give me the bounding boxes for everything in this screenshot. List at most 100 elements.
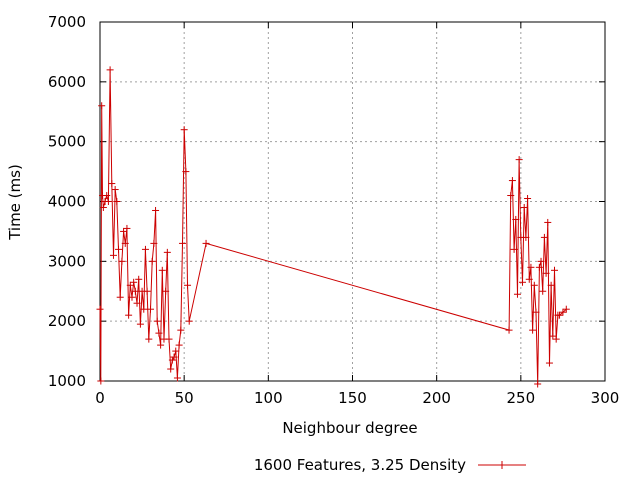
data-point [552, 335, 560, 343]
data-point [515, 156, 523, 164]
data-point [111, 186, 119, 194]
data-point [542, 269, 550, 277]
x-axis-tick-labels: 0 50 100 150 200 250 300 [95, 389, 619, 407]
data-point [519, 278, 527, 286]
data-point [167, 365, 175, 373]
data-point [147, 305, 154, 313]
data-point [559, 308, 567, 316]
data-point [116, 293, 124, 301]
data-point [123, 224, 131, 232]
data-point [136, 320, 144, 328]
data-point [551, 266, 558, 274]
data-point [108, 180, 116, 188]
legend: 1600 Features, 3.25 Density [254, 456, 526, 474]
data-point [530, 281, 538, 289]
data-point [177, 326, 185, 334]
data-point [120, 227, 128, 235]
data-point [104, 198, 112, 205]
data-point [99, 203, 107, 211]
x-tick-label: 250 [507, 389, 536, 407]
data-point [109, 251, 117, 259]
y-tick-label: 6000 [48, 73, 86, 91]
data-point [133, 299, 141, 307]
data-point [126, 281, 134, 289]
data-point [524, 195, 532, 203]
data-point [150, 239, 158, 247]
data-point [130, 278, 138, 286]
data-point [508, 177, 516, 185]
y-axis-tick-labels: 1000 2000 3000 4000 5000 6000 7000 [48, 13, 86, 390]
data-point [145, 335, 153, 343]
y-axis-title: Time (ms) [6, 164, 24, 241]
data-point [162, 287, 170, 295]
data-point [106, 66, 114, 74]
data-point [527, 263, 535, 271]
y-tick-label: 4000 [48, 193, 86, 211]
data-point [202, 239, 210, 247]
data-point [529, 326, 537, 334]
data-point [113, 198, 121, 205]
data-point [172, 347, 180, 355]
data-point [539, 287, 547, 295]
data-point [562, 305, 570, 313]
x-tick-label: 200 [422, 389, 451, 407]
x-tick-label: 0 [95, 389, 105, 407]
data-point [549, 332, 557, 340]
data-point [98, 102, 106, 110]
data-point [131, 287, 139, 295]
y-tick-label: 1000 [48, 372, 86, 390]
data-point [507, 192, 515, 200]
series-1600-features [96, 66, 570, 388]
data-point [185, 317, 193, 325]
data-point [165, 335, 173, 343]
data-point [512, 215, 520, 223]
data-point [510, 245, 518, 253]
data-point [170, 353, 178, 361]
data-point [173, 374, 181, 382]
data-point [141, 245, 149, 253]
data-point [175, 341, 183, 349]
data-point [525, 275, 533, 283]
data-point [547, 281, 555, 289]
data-point [537, 257, 545, 265]
x-tick-label: 100 [254, 389, 283, 407]
data-point [125, 311, 133, 319]
data-point [153, 317, 161, 325]
data-point [513, 290, 521, 298]
data-point [535, 263, 543, 271]
data-point [180, 126, 188, 134]
grid-lines [100, 22, 605, 381]
data-point [184, 281, 192, 289]
data-point [115, 245, 123, 253]
data-point [140, 305, 148, 313]
legend-marker [498, 461, 506, 469]
data-point [505, 326, 513, 334]
data-point [148, 257, 156, 265]
y-tick-label: 7000 [48, 13, 86, 31]
data-point [143, 287, 151, 295]
data-point [545, 359, 553, 367]
data-point [182, 168, 190, 176]
data-point [163, 248, 171, 256]
data-point [103, 192, 111, 200]
data-point [540, 233, 548, 241]
x-tick-label: 150 [338, 389, 367, 407]
series-line [99, 69, 567, 385]
data-point [544, 218, 552, 226]
y-tick-label: 3000 [48, 252, 86, 270]
data-point [155, 329, 163, 337]
data-point [178, 239, 186, 247]
data-point [520, 203, 528, 211]
data-point [158, 266, 166, 274]
data-point [135, 275, 143, 283]
data-point [97, 377, 105, 385]
data-point [522, 233, 530, 241]
data-point [121, 239, 129, 247]
data-point [128, 293, 136, 301]
legend-label: 1600 Features, 3.25 Density [254, 456, 466, 474]
data-point [118, 257, 126, 265]
data-point [152, 206, 160, 214]
y-tick-label: 2000 [48, 312, 86, 330]
data-point [157, 341, 165, 349]
